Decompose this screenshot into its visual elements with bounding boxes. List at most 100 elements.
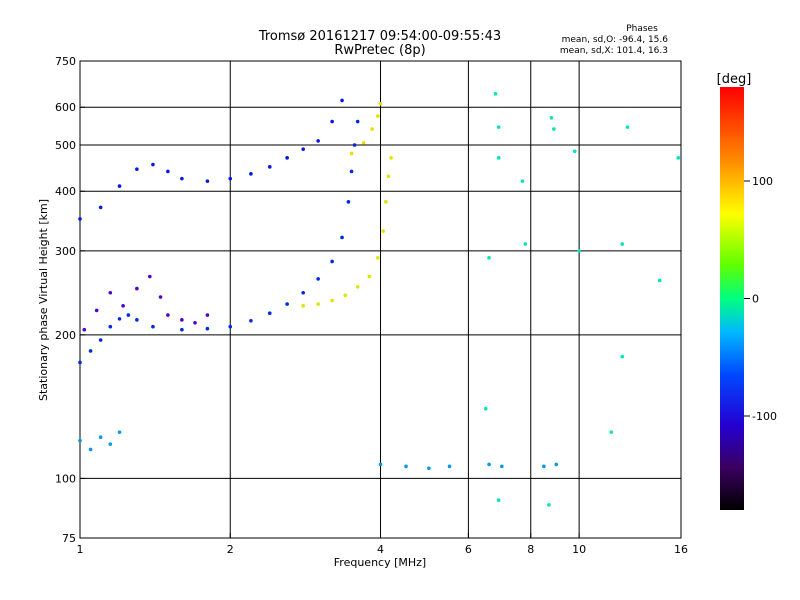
data-point	[166, 169, 170, 174]
colorbar-label: [deg]	[717, 72, 752, 87]
data-points	[78, 92, 681, 507]
data-point	[82, 327, 87, 332]
data-point	[343, 293, 348, 298]
data-point	[108, 442, 113, 446]
data-point	[180, 318, 184, 322]
colorbar-tick-label: 0	[752, 293, 759, 306]
data-point	[94, 308, 99, 313]
data-point	[483, 406, 488, 411]
x-ticks: 1 2 4 6 8 10 16	[77, 533, 688, 556]
data-point	[340, 98, 344, 103]
x-axis-label: Frequency [MHz]	[334, 556, 426, 569]
data-point	[148, 274, 152, 279]
data-point	[166, 313, 170, 317]
colorbar-ticks: -100 0 100	[744, 175, 777, 423]
data-point	[381, 229, 385, 233]
data-point	[285, 156, 289, 160]
data-point	[523, 242, 528, 246]
data-point	[108, 324, 113, 329]
data-point	[554, 462, 559, 467]
y-tick-label: 200	[55, 329, 76, 342]
chart-title: Tromsø 20161217 09:54:00-09:55:43	[258, 29, 501, 44]
data-point	[657, 278, 662, 283]
data-point	[375, 256, 380, 260]
data-point	[180, 176, 184, 181]
data-point	[267, 311, 272, 315]
colorbar	[720, 87, 744, 510]
data-point	[330, 298, 334, 303]
data-point	[493, 92, 498, 96]
data-point	[367, 274, 372, 279]
x-tick-label: 1	[77, 543, 84, 556]
data-point	[316, 302, 320, 306]
data-point	[301, 304, 305, 308]
data-point	[386, 174, 391, 179]
data-point	[355, 119, 360, 124]
y-tick-label: 500	[55, 139, 76, 152]
data-point	[609, 430, 614, 434]
data-point	[500, 464, 504, 469]
data-point	[180, 327, 184, 332]
data-point	[355, 285, 360, 289]
data-point	[205, 179, 210, 183]
data-point	[487, 462, 491, 467]
data-point	[447, 464, 452, 469]
data-point	[88, 349, 93, 353]
data-point	[316, 139, 320, 143]
stats-heading: Phases	[626, 24, 658, 34]
data-point	[98, 205, 103, 210]
x-tick-label: 10	[572, 543, 586, 556]
data-point	[549, 116, 554, 120]
data-point	[330, 119, 334, 124]
data-point	[620, 354, 625, 359]
data-point	[301, 290, 305, 295]
data-point	[193, 320, 197, 325]
data-point	[552, 127, 556, 131]
data-point	[349, 169, 354, 174]
data-point	[378, 102, 383, 106]
data-point	[98, 435, 103, 440]
gridlines	[80, 61, 681, 538]
x-tick-label: 8	[527, 543, 534, 556]
data-point	[205, 326, 210, 331]
data-point	[205, 313, 210, 317]
data-point	[151, 324, 155, 329]
y-tick-label: 400	[55, 185, 76, 198]
data-point	[520, 179, 525, 183]
data-point	[340, 235, 344, 240]
data-point	[228, 324, 233, 329]
stats-o-mode: mean, sd,O: -96.4, 15.6	[562, 35, 669, 45]
y-tick-label: 75	[62, 532, 76, 545]
data-point	[389, 156, 393, 160]
y-tick-label: 100	[55, 472, 76, 485]
data-point	[496, 125, 501, 129]
data-point	[349, 151, 354, 156]
data-point	[316, 277, 320, 281]
y-tick-label: 600	[55, 101, 76, 114]
y-tick-label: 300	[55, 245, 76, 258]
data-point	[577, 249, 581, 253]
chart-subtitle: RwPretec (8p)	[334, 43, 425, 58]
data-point	[158, 295, 163, 299]
data-point	[427, 466, 431, 471]
data-point	[572, 149, 577, 154]
data-point	[249, 318, 253, 323]
data-point	[78, 360, 82, 365]
x-tick-label: 2	[227, 543, 234, 556]
data-point	[542, 464, 546, 469]
data-point	[620, 242, 625, 246]
data-point	[78, 438, 82, 443]
data-point	[384, 200, 388, 204]
stats-x-mode: mean, sd,X: 101.4, 16.3	[560, 46, 668, 56]
data-point	[228, 176, 233, 181]
x-tick-label: 4	[377, 543, 384, 556]
data-point	[135, 167, 139, 171]
x-tick-label: 6	[465, 543, 472, 556]
data-point	[98, 338, 103, 342]
data-point	[267, 165, 272, 169]
colorbar-tick-label: -100	[752, 410, 777, 423]
colorbar-tick-label: 100	[752, 175, 773, 188]
data-point	[135, 318, 139, 322]
data-point	[126, 313, 131, 317]
